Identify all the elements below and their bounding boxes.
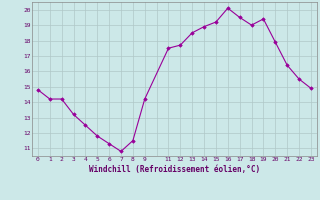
- X-axis label: Windchill (Refroidissement éolien,°C): Windchill (Refroidissement éolien,°C): [89, 165, 260, 174]
